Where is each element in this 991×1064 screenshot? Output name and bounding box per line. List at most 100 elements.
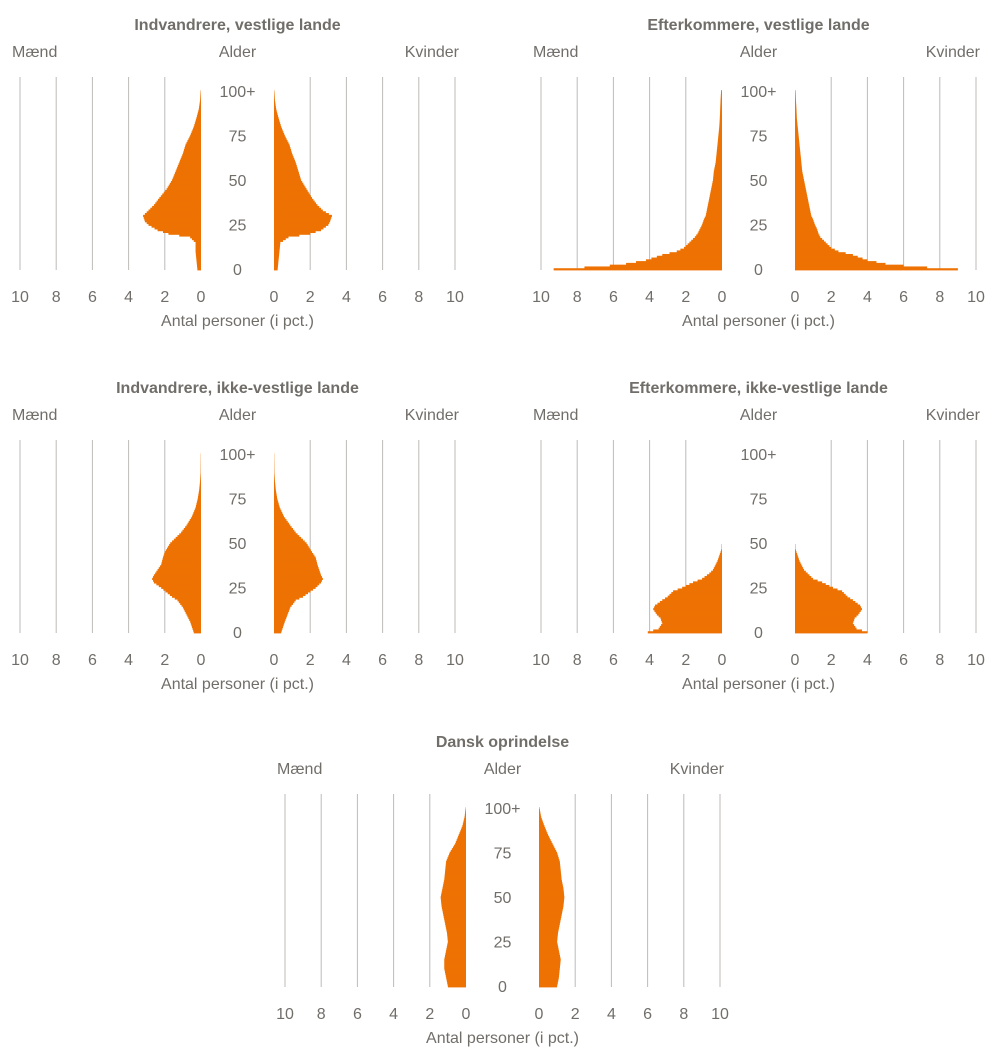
x-tick-label-women: 10 — [967, 652, 985, 669]
x-tick-label-women: 2 — [827, 289, 836, 306]
x-tick-label-women: 4 — [863, 289, 872, 306]
x-tick-label-women: 6 — [378, 289, 387, 306]
x-tick-label-men: 6 — [609, 652, 618, 669]
age-tick-label: 0 — [233, 262, 242, 279]
age-tick-label: 50 — [750, 536, 768, 553]
x-tick-label-women: 6 — [899, 652, 908, 669]
age-axis-title: Alder — [484, 761, 522, 778]
x-tick-label-men: 0 — [197, 289, 206, 306]
x-tick-label-men: 0 — [462, 1006, 471, 1023]
x-tick-label-men: 4 — [645, 289, 654, 306]
pyramid-chart: Indvandrere, ikke-vestlige lande Mænd Kvin… — [6, 375, 476, 705]
age-tick-label: 75 — [229, 492, 247, 509]
men-label: Mænd — [533, 407, 578, 424]
age-tick-label: 75 — [750, 129, 768, 146]
x-tick-label-men: 4 — [645, 652, 654, 669]
women-label: Kvinder — [670, 761, 725, 778]
x-tick-label-women: 8 — [414, 652, 423, 669]
men-label: Mænd — [277, 761, 322, 778]
x-tick-label-women: 4 — [342, 652, 351, 669]
x-tick-label-men: 6 — [88, 652, 97, 669]
x-axis-title: Antal personer (i pct.) — [161, 676, 314, 693]
pyramid-panel-dansk-oprindelse: Dansk oprindelse Mænd Kvinder Alder 0 25 50 75 1… — [271, 729, 741, 1064]
x-tick-label-women: 2 — [571, 1006, 580, 1023]
x-tick-label-men: 8 — [52, 652, 61, 669]
age-tick-label: 50 — [750, 173, 768, 190]
chart-title: Efterkommere, vestlige lande — [647, 17, 869, 34]
men-label: Mænd — [12, 44, 57, 61]
x-tick-label-men: 2 — [681, 289, 690, 306]
age-tick-label: 25 — [750, 218, 768, 235]
chart-title: Indvandrere, ikke-vestlige lande — [116, 380, 359, 397]
x-tick-label-men: 4 — [124, 652, 133, 669]
age-tick-label: 75 — [494, 846, 512, 863]
x-axis-title: Antal personer (i pct.) — [426, 1030, 579, 1047]
pyramid-panel-efterkommere-ikke-vestlige: Efterkommere, ikke-vestlige lande Mænd Kvi… — [527, 375, 991, 710]
x-tick-label-women: 0 — [791, 289, 800, 306]
x-tick-label-men: 6 — [353, 1006, 362, 1023]
x-tick-label-men: 10 — [532, 289, 550, 306]
x-tick-label-women: 0 — [270, 652, 279, 669]
x-tick-label-women: 4 — [342, 289, 351, 306]
age-tick-label: 0 — [233, 625, 242, 642]
x-tick-label-women: 4 — [863, 652, 872, 669]
x-tick-label-women: 6 — [643, 1006, 652, 1023]
chart-title: Dansk oprindelse — [436, 734, 569, 751]
age-tick-label: 100+ — [219, 447, 255, 464]
x-tick-label-men: 0 — [718, 652, 727, 669]
women-label: Kvinder — [405, 44, 460, 61]
x-tick-label-women: 10 — [967, 289, 985, 306]
x-tick-label-women: 0 — [791, 652, 800, 669]
x-tick-label-men: 0 — [197, 652, 206, 669]
x-tick-label-women: 4 — [607, 1006, 616, 1023]
x-tick-label-women: 8 — [935, 289, 944, 306]
age-tick-label: 100+ — [740, 84, 776, 101]
pyramid-panel-indvandrere-ikke-vestlige: Indvandrere, ikke-vestlige lande Mænd Kvin… — [6, 375, 476, 710]
age-tick-label: 50 — [494, 890, 512, 907]
pyramid-chart: Efterkommere, ikke-vestlige lande Mænd Kvi… — [527, 375, 991, 705]
x-tick-label-women: 10 — [446, 652, 464, 669]
women-label: Kvinder — [405, 407, 460, 424]
x-tick-label-men: 8 — [573, 652, 582, 669]
age-tick-label: 0 — [754, 625, 763, 642]
men-label: Mænd — [12, 407, 57, 424]
age-tick-label: 25 — [494, 935, 512, 952]
x-tick-label-men: 8 — [317, 1006, 326, 1023]
men-label: Mænd — [533, 44, 578, 61]
x-tick-label-men: 10 — [276, 1006, 294, 1023]
x-tick-label-men: 2 — [160, 289, 169, 306]
x-tick-label-women: 0 — [535, 1006, 544, 1023]
age-tick-label: 75 — [750, 492, 768, 509]
age-axis-title: Alder — [740, 407, 778, 424]
age-tick-label: 100+ — [219, 84, 255, 101]
x-tick-label-men: 10 — [11, 652, 29, 669]
x-tick-label-men: 0 — [718, 289, 727, 306]
x-axis-title: Antal personer (i pct.) — [161, 313, 314, 330]
x-tick-label-men: 6 — [88, 289, 97, 306]
x-axis-title: Antal personer (i pct.) — [682, 313, 835, 330]
x-tick-label-women: 8 — [414, 289, 423, 306]
x-tick-label-women: 6 — [378, 652, 387, 669]
x-tick-label-women: 8 — [679, 1006, 688, 1023]
x-tick-label-women: 6 — [899, 289, 908, 306]
age-tick-label: 50 — [229, 536, 247, 553]
x-tick-label-men: 4 — [124, 289, 133, 306]
x-tick-label-women: 2 — [306, 289, 315, 306]
x-tick-label-men: 4 — [389, 1006, 398, 1023]
x-tick-label-men: 6 — [609, 289, 618, 306]
x-tick-label-women: 10 — [446, 289, 464, 306]
x-tick-label-women: 10 — [711, 1006, 729, 1023]
x-tick-label-women: 8 — [935, 652, 944, 669]
women-label: Kvinder — [926, 407, 981, 424]
age-tick-label: 50 — [229, 173, 247, 190]
x-tick-label-men: 2 — [681, 652, 690, 669]
age-tick-label: 100+ — [484, 801, 520, 818]
age-tick-label: 75 — [229, 129, 247, 146]
chart-title: Efterkommere, ikke-vestlige lande — [629, 380, 888, 397]
pyramid-chart: Dansk oprindelse Mænd Kvinder Alder 0 25 50 75 1… — [271, 729, 741, 1059]
age-tick-label: 25 — [750, 581, 768, 598]
x-tick-label-men: 10 — [532, 652, 550, 669]
